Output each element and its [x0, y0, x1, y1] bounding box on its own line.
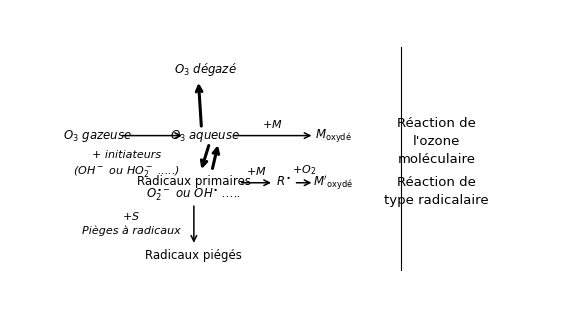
Text: + initiateurs
($OH^-$ ou $HO_2^-$ .....): + initiateurs ($OH^-$ ou $HO_2^-$ .....): [73, 150, 180, 179]
Text: Radicaux piégés: Radicaux piégés: [146, 249, 242, 262]
Text: $R^{\bullet}$: $R^{\bullet}$: [277, 176, 291, 189]
Text: +$M$: +$M$: [246, 165, 267, 177]
Text: +$O_2$: +$O_2$: [292, 163, 316, 177]
Text: Réaction de
type radicalaire: Réaction de type radicalaire: [385, 176, 489, 207]
Text: $M'_\mathrm{oxydé}$: $M'_\mathrm{oxydé}$: [313, 174, 353, 192]
Text: $O_2^{\bullet -}$ ou $OH^{\bullet}$ .....: $O_2^{\bullet -}$ ou $OH^{\bullet}$ ....…: [146, 186, 241, 203]
Text: $O_3$ aqueuse: $O_3$ aqueuse: [170, 127, 240, 143]
Text: +$M$: +$M$: [262, 117, 283, 130]
Text: $O_3$ dégazé: $O_3$ dégazé: [173, 61, 237, 78]
Text: $O_3$ gazeuse: $O_3$ gazeuse: [63, 127, 132, 143]
Text: +$S$
Pièges à radicaux: +$S$ Pièges à radicaux: [82, 210, 180, 236]
Text: Réaction de
l'ozone
moléculaire: Réaction de l'ozone moléculaire: [397, 117, 476, 166]
Text: Radicaux primaires: Radicaux primaires: [137, 175, 251, 188]
Text: $M_\mathrm{oxydé}$: $M_\mathrm{oxydé}$: [315, 127, 351, 144]
